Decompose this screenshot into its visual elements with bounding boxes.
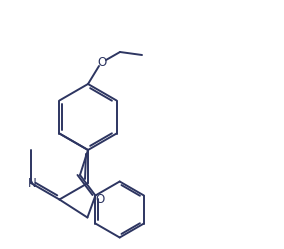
Text: N: N [28,177,36,189]
Text: O: O [97,56,106,68]
Text: O: O [95,192,105,205]
